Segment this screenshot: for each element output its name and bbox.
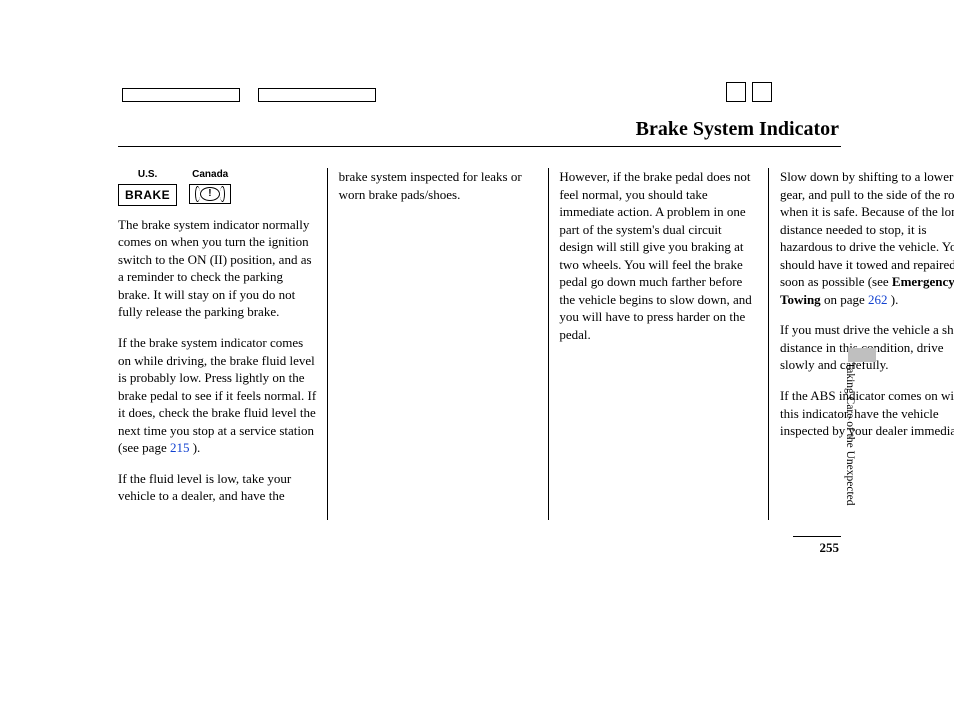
indicator-icons: U.S. BRAKE Canada ! (118, 168, 317, 206)
indicator-us-label: U.S. (138, 168, 157, 182)
page-link-262[interactable]: 262 (868, 292, 888, 307)
crop-mark-top-left-b (258, 88, 376, 102)
text: If the brake system indicator comes on w… (118, 335, 316, 455)
indicator-canada-label: Canada (192, 168, 228, 182)
text: ). (189, 440, 200, 455)
text: on page (821, 292, 868, 307)
brake-icon-canada-symbol: ! (200, 187, 220, 201)
paragraph: However, if the brake pedal does not fee… (559, 168, 758, 343)
crop-mark-top-right-a (726, 82, 746, 102)
crop-mark-top-left-a (122, 88, 240, 102)
side-tab-marker (848, 348, 876, 362)
brake-icon-canada: ! (189, 184, 231, 204)
paragraph: Slow down by shifting to a lower gear, a… (780, 168, 954, 308)
section-label: Taking Care of the Unexpected (844, 362, 856, 506)
page-title: Brake System Indicator (636, 118, 839, 141)
text: ). (887, 292, 898, 307)
brake-icon-us: BRAKE (118, 184, 177, 206)
indicator-us: U.S. BRAKE (118, 168, 177, 206)
indicator-canada: Canada ! (189, 168, 231, 206)
paragraph: The brake system indicator normally come… (118, 216, 317, 321)
paragraph: If the brake system indicator comes on w… (118, 334, 317, 457)
page-number: 255 (820, 540, 840, 556)
page-number-rule (793, 536, 841, 537)
body-columns: U.S. BRAKE Canada ! The brake system ind… (118, 168, 758, 520)
side-tab: Taking Care of the Unexpected (842, 348, 862, 538)
text: Slow down by shifting to a lower gear, a… (780, 169, 954, 289)
paragraph: If the ABS indicator comes on with this … (780, 387, 954, 440)
page-link-215[interactable]: 215 (170, 440, 190, 455)
crop-mark-top-right-b (752, 82, 772, 102)
title-rule (118, 146, 841, 147)
